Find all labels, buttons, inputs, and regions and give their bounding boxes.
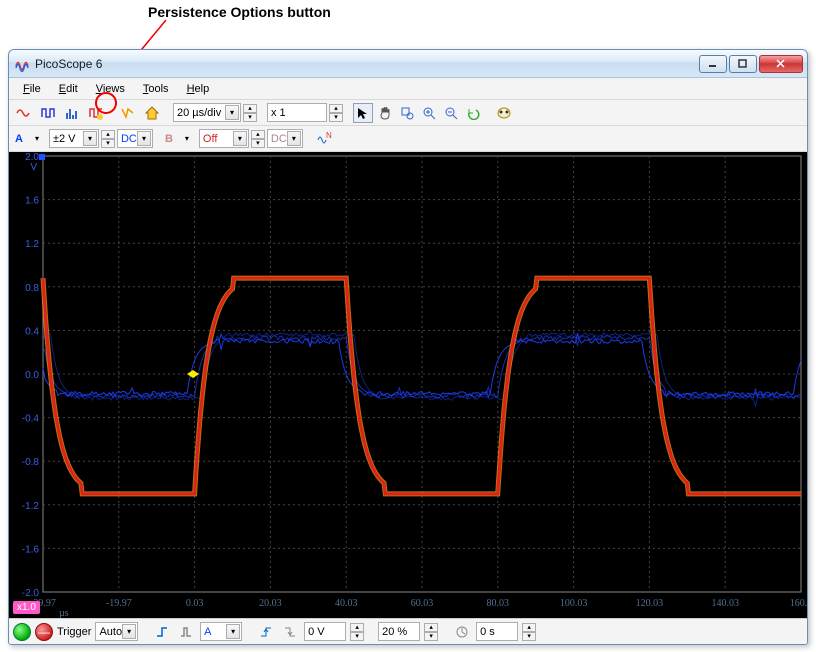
- svg-text:140.03: 140.03: [711, 598, 739, 609]
- svg-text:µs: µs: [59, 608, 69, 618]
- scope-canvas: 2.01.61.20.80.40.0-0.4-0.8-1.2-1.6-2.0V …: [9, 152, 807, 618]
- trigger-level[interactable]: 0 V: [304, 622, 346, 641]
- svg-text:N: N: [326, 132, 332, 140]
- trigger-toolbar: — Trigger Auto▾ A▾ 0 V ▴▾ 20 % ▴▾ 0 s ▴▾: [9, 618, 807, 644]
- scope-mode-icon[interactable]: [13, 103, 35, 123]
- svg-text:40.03: 40.03: [335, 598, 358, 609]
- channel-toolbar: A ▾ ±2 V▾ ▴▾ DC▾ B ▾ Off▾ ▴▾ DC▾ N: [9, 126, 807, 152]
- persistence-mode-icon[interactable]: [37, 103, 59, 123]
- math-channel-icon[interactable]: N: [313, 129, 335, 149]
- rising-edge-icon[interactable]: [256, 622, 276, 642]
- pretrigger-spin[interactable]: ▴▾: [424, 623, 438, 641]
- menu-bar: File Edit Views Tools Help: [9, 78, 807, 100]
- channel-b-dd[interactable]: ▾: [177, 129, 197, 149]
- trigger-delay[interactable]: 0 s: [476, 622, 518, 641]
- menu-file[interactable]: File: [15, 81, 49, 97]
- annotation-label: Persistence Options button: [148, 4, 331, 20]
- svg-text:160.0: 160.0: [790, 598, 807, 609]
- maximize-button[interactable]: [729, 55, 757, 73]
- run-button[interactable]: [13, 623, 31, 641]
- delay-spin[interactable]: ▴▾: [522, 623, 536, 641]
- svg-text:-0.4: -0.4: [22, 414, 40, 425]
- svg-text:V: V: [30, 162, 37, 173]
- app-icon: [15, 56, 31, 72]
- close-button[interactable]: [759, 55, 803, 73]
- zoom-badge: x1.0: [13, 601, 40, 614]
- channel-b-range[interactable]: Off▾: [199, 129, 249, 148]
- menu-tools[interactable]: Tools: [135, 81, 177, 97]
- hand-icon[interactable]: [375, 103, 395, 123]
- channel-a-range[interactable]: ±2 V▾: [49, 129, 99, 148]
- pointer-icon[interactable]: [353, 103, 373, 123]
- signal-gen-icon[interactable]: [117, 103, 139, 123]
- channel-b-coupling[interactable]: DC▾: [267, 129, 303, 148]
- svg-text:0.8: 0.8: [25, 283, 39, 294]
- zoom-out-icon[interactable]: [441, 103, 461, 123]
- svg-text:-19.97: -19.97: [106, 598, 132, 609]
- scope-display[interactable]: 2.01.61.20.80.40.0-0.4-0.8-1.2-1.6-2.0V …: [9, 152, 807, 618]
- menu-edit[interactable]: Edit: [51, 81, 86, 97]
- delay-icon[interactable]: [452, 622, 472, 642]
- level-spin[interactable]: ▴▾: [350, 623, 364, 641]
- menu-help[interactable]: Help: [179, 81, 218, 97]
- channel-b-spin[interactable]: ▴▾: [251, 130, 265, 148]
- svg-text:80.03: 80.03: [487, 598, 510, 609]
- channel-a-spin[interactable]: ▴▾: [101, 130, 115, 148]
- zoom-in-icon[interactable]: [419, 103, 439, 123]
- home-icon[interactable]: [141, 103, 163, 123]
- zoom-window-icon[interactable]: [397, 103, 417, 123]
- undo-zoom-icon[interactable]: [463, 103, 483, 123]
- svg-text:100.03: 100.03: [560, 598, 588, 609]
- menu-views[interactable]: Views: [88, 81, 133, 97]
- svg-text:120.03: 120.03: [636, 598, 664, 609]
- auto-setup-icon[interactable]: [493, 103, 515, 123]
- svg-text:-1.2: -1.2: [22, 501, 40, 512]
- title-bar: PicoScope 6: [9, 50, 807, 78]
- channel-a-dd[interactable]: ▾: [27, 129, 47, 149]
- svg-text:1.6: 1.6: [25, 196, 39, 207]
- app-window: PicoScope 6 File Edit Views Tools Help 2…: [8, 49, 808, 645]
- svg-text:0.0: 0.0: [25, 370, 39, 381]
- window-title: PicoScope 6: [35, 57, 697, 71]
- zoom-spin[interactable]: ▴▾: [329, 104, 343, 122]
- svg-text:20.03: 20.03: [259, 598, 282, 609]
- svg-text:0.03: 0.03: [186, 598, 204, 609]
- timebase-spin[interactable]: ▴▾: [243, 104, 257, 122]
- svg-text:60.03: 60.03: [411, 598, 434, 609]
- stop-button[interactable]: —: [35, 623, 53, 641]
- trigger-edge-icon[interactable]: [152, 622, 172, 642]
- falling-edge-icon[interactable]: [280, 622, 300, 642]
- main-toolbar: 20 µs/div▾ ▴▾ x 1 ▴▾: [9, 100, 807, 126]
- svg-text:-0.8: -0.8: [22, 457, 40, 468]
- trigger-adv-icon[interactable]: [176, 622, 196, 642]
- zoom-combo[interactable]: x 1: [267, 103, 327, 122]
- minimize-button[interactable]: [699, 55, 727, 73]
- channel-b-label: B: [163, 133, 175, 145]
- trigger-label: Trigger: [57, 626, 91, 638]
- timebase-combo[interactable]: 20 µs/div▾: [173, 103, 241, 122]
- spectrum-mode-icon[interactable]: [61, 103, 83, 123]
- pretrigger[interactable]: 20 %: [378, 622, 420, 641]
- svg-text:-1.6: -1.6: [22, 544, 40, 555]
- trigger-source[interactable]: A▾: [200, 622, 242, 641]
- channel-a-label: A: [13, 133, 25, 145]
- svg-text:1.2: 1.2: [25, 239, 39, 250]
- svg-text:0.4: 0.4: [25, 326, 39, 337]
- channel-a-coupling[interactable]: DC▾: [117, 129, 153, 148]
- trigger-mode[interactable]: Auto▾: [95, 622, 138, 641]
- persistence-options-icon[interactable]: [85, 103, 107, 123]
